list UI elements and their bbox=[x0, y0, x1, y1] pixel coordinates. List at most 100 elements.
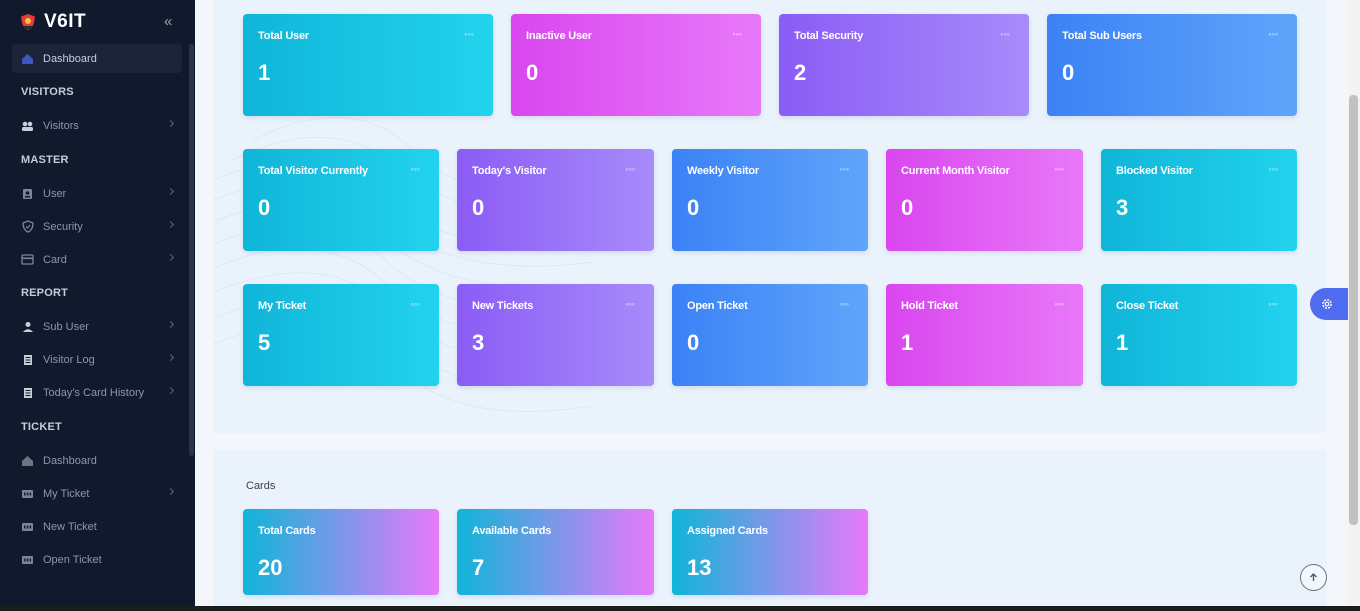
sidebar-scrollbar[interactable] bbox=[189, 44, 194, 456]
card-title: Current Month Visitor bbox=[901, 165, 1010, 177]
sidebar-item-card[interactable]: Card bbox=[12, 245, 182, 274]
sidebar-item-label: Visitors bbox=[43, 119, 79, 132]
sidebar-item-label: Today's Card History bbox=[43, 386, 145, 399]
card-value: 0 bbox=[901, 195, 914, 220]
sidebar-item-my-ticket[interactable]: My Ticket bbox=[12, 479, 182, 508]
card-title: Blocked Visitor bbox=[1116, 165, 1193, 177]
sidebar: V6IT « Dashboard VISITORS Visitors MASTE… bbox=[0, 0, 195, 611]
more-dots-icon[interactable]: ◦◦◦ bbox=[1268, 29, 1278, 39]
card-title: Assigned Cards bbox=[687, 525, 768, 537]
ticket-icon bbox=[21, 554, 34, 566]
brand[interactable]: V6IT bbox=[0, 0, 195, 44]
card-title: Open Ticket bbox=[687, 300, 748, 312]
sidebar-item-dashboard[interactable]: Dashboard bbox=[12, 44, 182, 73]
more-dots-icon[interactable]: ◦◦◦ bbox=[1268, 164, 1278, 174]
stat-card-hold-ticket[interactable]: Hold Ticket ◦◦◦ 1 bbox=[886, 284, 1083, 386]
card-title: Available Cards bbox=[472, 525, 552, 537]
more-dots-icon[interactable]: ◦◦◦ bbox=[410, 164, 420, 174]
card-value: 1 bbox=[258, 60, 271, 85]
ticket-icon bbox=[21, 521, 34, 533]
sidebar-item-label: New Ticket bbox=[43, 520, 97, 533]
stat-card-open-ticket[interactable]: Open Ticket ◦◦◦ 0 bbox=[672, 284, 868, 386]
card-value: 0 bbox=[526, 60, 539, 85]
sidebar-item-todays-card-history[interactable]: Today's Card History bbox=[12, 378, 182, 407]
more-dots-icon[interactable]: ◦◦◦ bbox=[1000, 29, 1010, 39]
sidebar-item-user[interactable]: User bbox=[12, 179, 182, 208]
more-dots-icon[interactable]: ◦◦◦ bbox=[1054, 164, 1064, 174]
section-master: MASTER bbox=[21, 154, 69, 166]
card-title: Hold Ticket bbox=[901, 300, 958, 312]
sidebar-item-ticket-dashboard[interactable]: Dashboard bbox=[12, 446, 182, 475]
home-icon bbox=[21, 53, 34, 65]
stat-card-assigned-cards[interactable]: Assigned Cards 13 bbox=[672, 509, 868, 595]
card-title: Total Visitor Currently bbox=[258, 165, 368, 177]
sidebar-item-sub-user[interactable]: Sub User bbox=[12, 312, 182, 341]
sidebar-item-new-ticket[interactable]: New Ticket bbox=[12, 512, 182, 541]
stat-card-total-visitor-currently[interactable]: Total Visitor Currently ◦◦◦ 0 bbox=[243, 149, 439, 251]
more-dots-icon[interactable]: ◦◦◦ bbox=[410, 299, 420, 309]
stat-card-weekly-visitor[interactable]: Weekly Visitor ◦◦◦ 0 bbox=[672, 149, 868, 251]
more-dots-icon[interactable]: ◦◦◦ bbox=[839, 164, 849, 174]
card-value: 7 bbox=[472, 555, 485, 580]
sidebar-item-security[interactable]: Security bbox=[12, 212, 182, 241]
sidebar-item-visitor-log[interactable]: Visitor Log bbox=[12, 345, 182, 374]
card-title: Total Sub Users bbox=[1062, 30, 1142, 42]
stat-card-total-sub-users[interactable]: Total Sub Users ◦◦◦ 0 bbox=[1047, 14, 1297, 116]
sidebar-item-label: Card bbox=[43, 253, 67, 266]
id-badge-icon bbox=[21, 188, 34, 200]
card-title: New Tickets bbox=[472, 300, 534, 312]
scroll-to-top-button[interactable] bbox=[1300, 564, 1327, 591]
sidebar-item-label: User bbox=[43, 187, 67, 200]
card-title: Inactive User bbox=[526, 30, 592, 42]
page-scrollbar-thumb[interactable] bbox=[1349, 95, 1358, 525]
more-dots-icon[interactable]: ◦◦◦ bbox=[1268, 299, 1278, 309]
stat-card-total-cards[interactable]: Total Cards 20 bbox=[243, 509, 439, 595]
section-ticket: TICKET bbox=[21, 421, 62, 433]
more-dots-icon[interactable]: ◦◦◦ bbox=[625, 299, 635, 309]
card-value: 0 bbox=[258, 195, 271, 220]
section-visitors: VISITORS bbox=[21, 86, 74, 98]
card-title: My Ticket bbox=[258, 300, 307, 312]
stats-panel: Total User ◦◦◦ 1 Inactive User ◦◦◦ 0 Tot… bbox=[213, 0, 1327, 433]
sidebar-item-label: Visitor Log bbox=[43, 353, 95, 366]
sidebar-item-label: My Ticket bbox=[43, 487, 90, 500]
sidebar-item-open-ticket[interactable]: Open Ticket bbox=[12, 545, 182, 574]
card-title: Weekly Visitor bbox=[687, 165, 759, 177]
window-bottom-edge bbox=[0, 606, 1360, 611]
stat-card-total-user[interactable]: Total User ◦◦◦ 1 bbox=[243, 14, 493, 116]
cards-panel: Cards Total Cards 20 Available Cards 7 A… bbox=[213, 449, 1327, 611]
stat-card-inactive-user[interactable]: Inactive User ◦◦◦ 0 bbox=[511, 14, 761, 116]
stat-card-close-ticket[interactable]: Close Ticket ◦◦◦ 1 bbox=[1101, 284, 1297, 386]
card-value: 3 bbox=[472, 330, 485, 355]
card-title: Today's Visitor bbox=[472, 165, 547, 177]
more-dots-icon[interactable]: ◦◦◦ bbox=[1054, 299, 1064, 309]
ticket-icon bbox=[21, 488, 34, 500]
stat-card-new-tickets[interactable]: New Tickets ◦◦◦ 3 bbox=[457, 284, 654, 386]
stat-card-available-cards[interactable]: Available Cards 7 bbox=[457, 509, 654, 595]
more-dots-icon[interactable]: ◦◦◦ bbox=[464, 29, 474, 39]
card-value: 2 bbox=[794, 60, 807, 85]
cards-heading: Cards bbox=[246, 480, 276, 492]
stat-card-todays-visitor[interactable]: Today's Visitor ◦◦◦ 0 bbox=[457, 149, 654, 251]
card-title: Total Cards bbox=[258, 525, 316, 537]
card-title: Total User bbox=[258, 30, 309, 42]
arrow-up-icon bbox=[1310, 573, 1317, 581]
stat-card-blocked-visitor[interactable]: Blocked Visitor ◦◦◦ 3 bbox=[1101, 149, 1297, 251]
double-chevron-left-icon[interactable]: « bbox=[164, 13, 173, 30]
main-content: Total User ◦◦◦ 1 Inactive User ◦◦◦ 0 Tot… bbox=[195, 0, 1360, 611]
more-dots-icon[interactable]: ◦◦◦ bbox=[839, 299, 849, 309]
stat-card-my-ticket[interactable]: My Ticket ◦◦◦ 5 bbox=[243, 284, 439, 386]
stat-card-current-month-visitor[interactable]: Current Month Visitor ◦◦◦ 0 bbox=[886, 149, 1083, 251]
document-icon bbox=[21, 354, 34, 366]
card-title: Close Ticket bbox=[1116, 300, 1179, 312]
card-value: 13 bbox=[687, 555, 712, 580]
sidebar-item-label: Sub User bbox=[43, 320, 89, 333]
more-dots-icon[interactable]: ◦◦◦ bbox=[732, 29, 742, 39]
sidebar-item-visitors[interactable]: Visitors bbox=[12, 111, 182, 140]
card-value: 0 bbox=[472, 195, 485, 220]
document-icon bbox=[21, 387, 34, 399]
credit-card-icon bbox=[21, 254, 34, 266]
stat-card-total-security[interactable]: Total Security ◦◦◦ 2 bbox=[779, 14, 1029, 116]
more-dots-icon[interactable]: ◦◦◦ bbox=[625, 164, 635, 174]
card-value: 20 bbox=[258, 555, 283, 580]
